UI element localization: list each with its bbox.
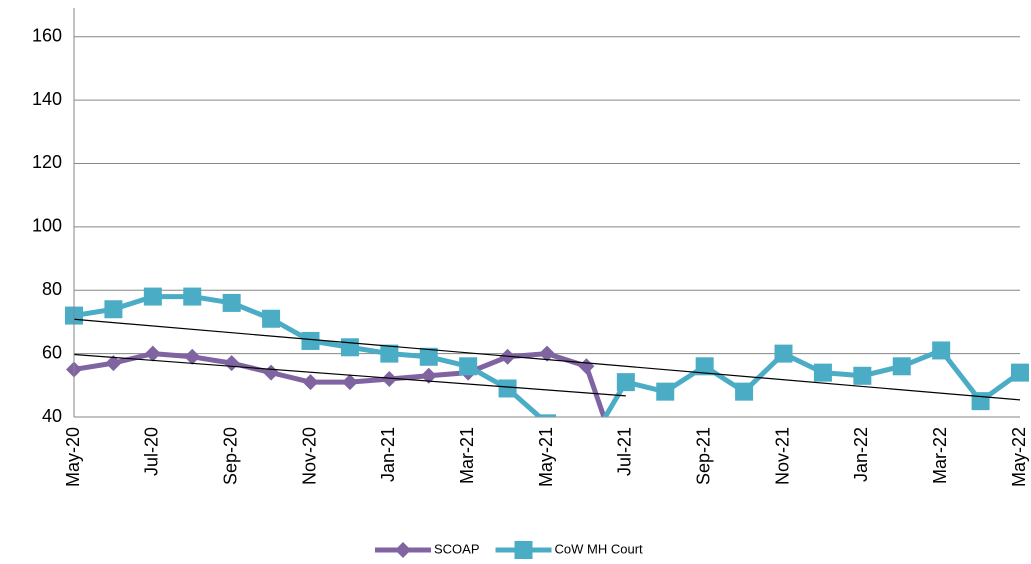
marker (340, 338, 359, 357)
marker (184, 348, 201, 365)
marker (104, 300, 123, 319)
plot-area (65, 287, 1029, 458)
y-tick-label: 40 (42, 406, 62, 426)
marker (395, 542, 411, 558)
marker (616, 373, 635, 392)
marker (341, 374, 358, 391)
marker (932, 341, 951, 360)
marker (853, 366, 872, 385)
marker (381, 370, 398, 387)
x-tick-label: Jul-20 (142, 427, 162, 476)
legend-text: SCOAP (434, 541, 480, 556)
x-tick-label: May-21 (536, 427, 556, 487)
marker (578, 358, 595, 375)
x-tick-label: Mar-21 (457, 427, 477, 484)
marker (577, 440, 595, 458)
trendline (73, 318, 1021, 401)
series-line (73, 294, 1022, 417)
x-tick-label: Sep-20 (220, 427, 240, 485)
y-tick-label: 160 (32, 25, 62, 45)
marker (222, 293, 241, 312)
x-tick-label: Jul-21 (615, 427, 635, 476)
marker (144, 345, 161, 362)
marker (892, 357, 911, 376)
y-tick-label: 60 (42, 342, 62, 362)
axes: 40 60 80 100 120 140 160 May-20 Jul-20 Sep-20 Nov-… (32, 8, 1029, 487)
grid (74, 36, 1020, 418)
marker (735, 382, 754, 401)
legend: SCOAP CoW MH Court (375, 541, 643, 559)
x-tick-label: May-22 (1009, 427, 1029, 487)
marker (498, 379, 517, 398)
x-tick-label: Jan-21 (378, 427, 398, 482)
marker (223, 355, 240, 372)
marker (1011, 363, 1029, 382)
legend-text: CoW MH Court (555, 541, 644, 556)
marker (302, 374, 319, 391)
marker (538, 414, 556, 417)
marker (380, 344, 399, 363)
x-tick-label: Mar-22 (930, 427, 950, 484)
y-tick-label: 120 (32, 152, 62, 172)
marker (813, 363, 832, 382)
marker (420, 367, 437, 384)
marker (183, 287, 202, 306)
trendline (73, 353, 626, 397)
marker (971, 392, 990, 411)
y-tick-label: 140 (32, 89, 62, 109)
y-tick-label: 80 (42, 279, 62, 299)
x-tick-label: Nov-21 (772, 427, 792, 485)
marker (143, 287, 162, 306)
x-tick-label: Nov-20 (299, 427, 319, 485)
y-tick-label: 100 (32, 216, 62, 236)
marker (262, 309, 281, 328)
x-tick-label: May-20 (63, 427, 83, 487)
marker (774, 344, 793, 363)
marker (301, 331, 320, 350)
marker (419, 347, 438, 366)
marker (263, 364, 280, 381)
marker (695, 357, 714, 376)
marker (459, 357, 478, 376)
x-tick-label: Jan-22 (851, 427, 871, 482)
marker (539, 345, 555, 362)
marker (105, 355, 122, 372)
x-tick-label: Sep-21 (693, 427, 713, 485)
marker (656, 382, 675, 401)
marker (514, 541, 533, 559)
